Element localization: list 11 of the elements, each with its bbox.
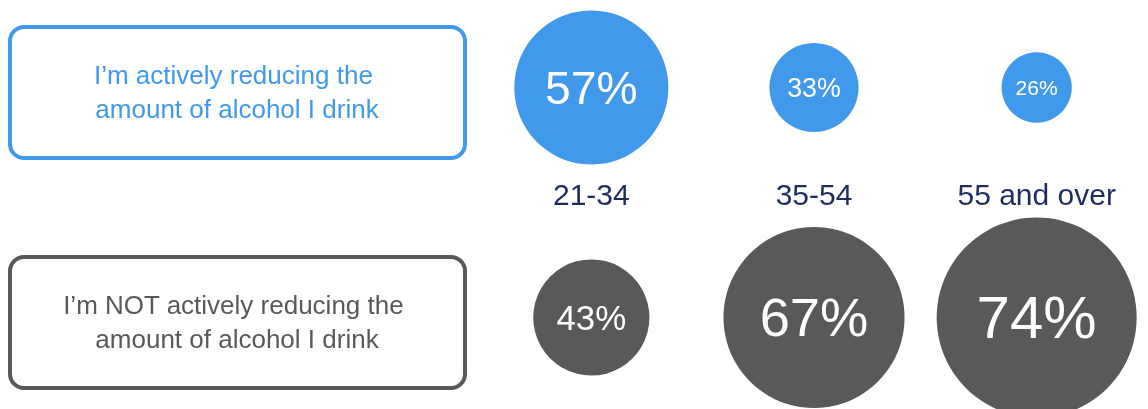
category-label: 55 and over <box>957 177 1116 211</box>
category-label: 21-34 <box>552 177 630 211</box>
data-label: 43% <box>556 298 627 337</box>
text: I’m NOT actively reducing the amount of alcohol I drink <box>63 290 411 354</box>
data-label: 67% <box>759 287 869 348</box>
text: I’m actively reducing the amount of alcohol I drink <box>93 60 381 124</box>
data-label: 33% <box>787 72 841 103</box>
data-label: 74% <box>976 284 1097 351</box>
data-label: 57% <box>545 61 638 114</box>
data-label: 26% <box>1015 76 1058 99</box>
category-label: 35-54 <box>775 177 853 211</box>
